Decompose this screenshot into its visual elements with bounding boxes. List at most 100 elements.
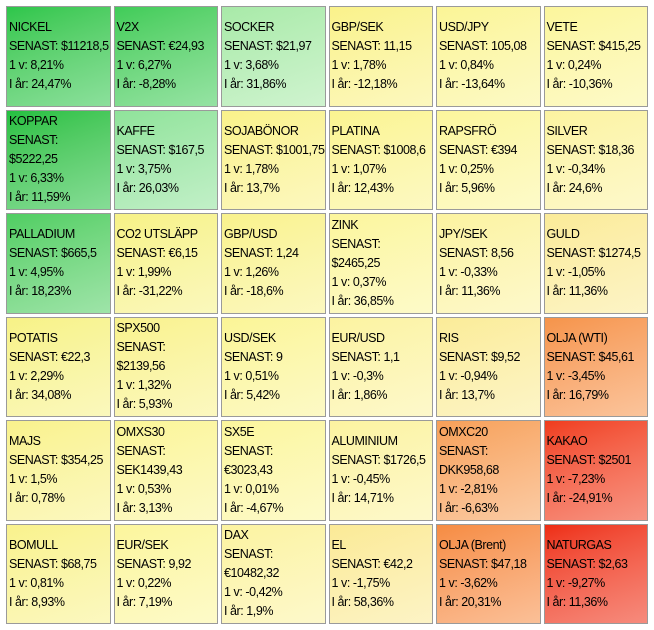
- cell-text: I år: 11,36%: [546, 594, 609, 609]
- cell-title: PALLADIUM: [9, 227, 75, 242]
- cell-text: SENAST:: [224, 443, 273, 458]
- cell-title: DAX: [224, 528, 249, 543]
- cell-title: V2X: [116, 20, 140, 35]
- cell-text: I år: -13,64%: [439, 77, 505, 92]
- cell-text: 1 v: -0,34%: [546, 161, 606, 176]
- cell-text: 1 v: 0,81%: [9, 575, 64, 590]
- cell-title: EL: [331, 537, 347, 552]
- cell-text: I år: 14,71%: [331, 491, 394, 506]
- heatmap-cell: SPX500 SENAST: $2139,56 1 v: 1,32% I år: 5,9…: [113, 316, 218, 417]
- cell-text: I år: 5,93%: [116, 397, 173, 412]
- cell-text: I år: -10,36%: [546, 77, 613, 92]
- heatmap-cell: KAFFE SENAST: $167,5 1 v: 3,75% I år: 26,03…: [113, 109, 218, 210]
- cell-text: DKK958,68: [439, 462, 499, 477]
- cell-text: SENAST: $47,18: [439, 556, 527, 571]
- cell-title: SX5E: [224, 424, 255, 439]
- cell-title: SOJABÖNOR: [224, 123, 299, 138]
- cell-text: I år: 26,03%: [116, 180, 179, 195]
- heatmap-cell: V2X SENAST: €24,93 1 v: 6,27% I år: -8,28%: [113, 6, 218, 107]
- heatmap-cell: VETE SENAST: $415,25 1 v: 0,24% I år: -10,3…: [543, 6, 648, 107]
- cell-text: SENAST: $11218,5: [9, 39, 109, 54]
- cell-text: 1 v: -7,23%: [546, 472, 606, 487]
- cell-text: SENAST:: [331, 236, 381, 251]
- cell-text: SENAST: 1,1: [331, 349, 400, 364]
- cell-text: SENAST: 105,08: [439, 39, 527, 54]
- heatmap-cell: KAKAO SENAST: $2501 1 v: -7,23% I år: -24,9…: [543, 420, 648, 521]
- cell-text: SENAST: $167,5: [116, 142, 205, 157]
- cell-text: I år: 16,79%: [546, 387, 609, 402]
- cell-text: 1 v: -0,42%: [224, 585, 283, 600]
- heatmap-cell: OMXC20 SENAST: DKK958,68 1 v: -2,81% I år: -…: [436, 420, 541, 521]
- cell-text: SENAST:: [116, 340, 166, 355]
- cell-text: I år: 20,31%: [439, 594, 502, 609]
- cell-text: SENAST: 9,92: [116, 556, 192, 571]
- cell-title: EUR/SEK: [116, 537, 169, 552]
- cell-title: USD/JPY: [439, 20, 489, 35]
- cell-text: SENAST: 8,56: [439, 246, 514, 261]
- cell-text: SENAST: €6,15: [116, 246, 198, 261]
- heatmap-grid: NICKEL SENAST: $11218,5 1 v: 8,21% I år: 24…: [6, 6, 648, 624]
- cell-text: 1 v: 1,78%: [224, 161, 279, 176]
- heatmap-cell: OLJA (WTI) SENAST: $45,61 1 v: -3,45% I år:…: [543, 316, 648, 417]
- cell-text: I år: 0,78%: [9, 491, 65, 506]
- heatmap-cell: NICKEL SENAST: $11218,5 1 v: 8,21% I år: 24…: [6, 6, 111, 107]
- cell-text: SENAST:: [116, 443, 166, 458]
- cell-text: €3023,43: [224, 462, 273, 477]
- cell-title: EUR/USD: [331, 330, 386, 345]
- cell-title: ZINK: [331, 217, 359, 232]
- cell-text: 1 v: -3,45%: [546, 368, 606, 383]
- heatmap-cell: SOJABÖNOR SENAST: $1001,75 1 v: 1,78% I år:…: [221, 109, 326, 210]
- cell-text: 1 v: -2,81%: [439, 481, 498, 496]
- cell-text: I år: 34,08%: [9, 387, 72, 402]
- cell-title: JPY/SEK: [439, 227, 488, 242]
- cell-title: GBP/USD: [224, 227, 278, 242]
- heatmap-cell: POTATIS SENAST: €22,3 1 v: 2,29% I år: 34,0…: [6, 316, 111, 417]
- cell-text: I år: 5,42%: [224, 387, 280, 402]
- cell-title: SPX500: [116, 321, 161, 336]
- heatmap-cell: SILVER SENAST: $18,36 1 v: -0,34% I år: 24,…: [543, 109, 648, 210]
- heatmap-cell: GBP/SEK SENAST: 11,15 1 v: 1,78% I år: -12,…: [328, 6, 433, 107]
- heatmap-cell: USD/SEK SENAST: 9 1 v: 0,51% I år: 5,42%: [221, 316, 326, 417]
- cell-text: 1 v: 1,5%: [9, 472, 58, 487]
- cell-text: 1 v: 1,32%: [116, 378, 172, 393]
- cell-text: €10482,32: [224, 566, 280, 581]
- heatmap-cell: SX5E SENAST: €3023,43 1 v: 0,01% I år: -4,67…: [221, 420, 326, 521]
- cell-title: USD/SEK: [224, 330, 276, 345]
- cell-title: VETE: [546, 20, 578, 35]
- cell-text: 1 v: 1,26%: [224, 265, 279, 280]
- cell-text: I år: -8,28%: [116, 77, 177, 92]
- cell-title: SOCKER: [224, 20, 275, 35]
- cell-text: 1 v: 3,75%: [116, 161, 172, 176]
- cell-text: 1 v: 0,24%: [546, 58, 602, 73]
- cell-text: SEK1439,43: [116, 462, 183, 477]
- cell-text: SENAST: $45,61: [546, 349, 635, 364]
- cell-text: 1 v: 4,95%: [9, 265, 64, 280]
- cell-text: 1 v: 2,29%: [9, 368, 64, 383]
- cell-text: SENAST: $1726,5: [331, 453, 426, 468]
- cell-text: 1 v: -0,33%: [439, 265, 498, 280]
- heatmap-cell: BOMULL SENAST: $68,75 1 v: 0,81% I år: 8,93…: [6, 523, 111, 624]
- heatmap-cell: PLATINA SENAST: $1008,6 1 v: 1,07% I år: 12…: [328, 109, 433, 210]
- heatmap-cell: DAX SENAST: €10482,32 1 v: -0,42% I år: 1,9%: [221, 523, 326, 624]
- heatmap-cell: ALUMINIUM SENAST: $1726,5 1 v: -0,45% I år:…: [328, 420, 433, 521]
- cell-title: CO2 UTSLÄPP: [116, 227, 199, 242]
- cell-text: 1 v: 0,84%: [439, 58, 494, 73]
- cell-text: SENAST:: [439, 443, 488, 458]
- cell-text: 1 v: -1,75%: [331, 575, 391, 590]
- cell-title: RAPSFRÖ: [439, 123, 497, 138]
- cell-text: $5222,25: [9, 152, 58, 167]
- cell-title: SILVER: [546, 123, 588, 138]
- heatmap-cell: JPY/SEK SENAST: 8,56 1 v: -0,33% I år: 11,3…: [436, 213, 541, 314]
- cell-text: I år: 1,9%: [224, 604, 273, 619]
- cell-text: 1 v: -0,94%: [439, 368, 498, 383]
- cell-text: 1 v: -9,27%: [546, 575, 606, 590]
- cell-text: 1 v: 1,78%: [331, 58, 387, 73]
- cell-title: RIS: [439, 330, 459, 345]
- cell-text: 1 v: -3,62%: [439, 575, 498, 590]
- cell-text: 1 v: -0,3%: [331, 368, 384, 383]
- heatmap-cell: GBP/USD SENAST: 1,24 1 v: 1,26% I år: -18,6…: [221, 213, 326, 314]
- cell-title: GULD: [546, 227, 580, 242]
- cell-text: I år: 11,59%: [9, 190, 71, 205]
- cell-text: 1 v: 0,22%: [116, 575, 172, 590]
- cell-text: $2465,25: [331, 255, 381, 270]
